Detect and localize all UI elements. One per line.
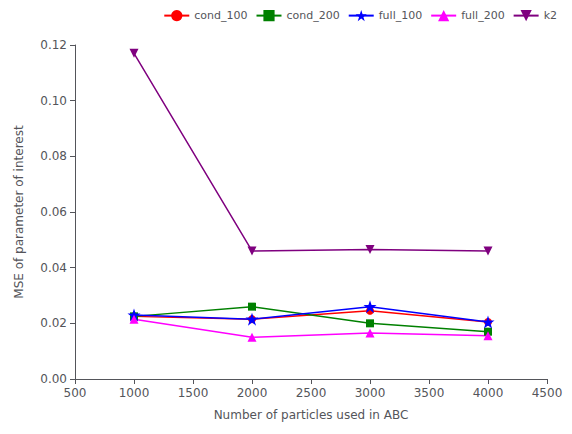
svg-text:1500: 1500 xyxy=(178,386,209,400)
svg-text:0.08: 0.08 xyxy=(40,149,67,163)
svg-text:0.02: 0.02 xyxy=(40,316,67,330)
svg-text:k2: k2 xyxy=(544,9,557,22)
svg-text:2000: 2000 xyxy=(237,386,268,400)
svg-text:2500: 2500 xyxy=(296,386,327,400)
svg-text:500: 500 xyxy=(64,386,87,400)
svg-text:MSE of parameter of interest: MSE of parameter of interest xyxy=(12,125,26,299)
svg-text:4500: 4500 xyxy=(532,386,563,400)
svg-text:1000: 1000 xyxy=(119,386,150,400)
svg-text:3000: 3000 xyxy=(355,386,386,400)
svg-text:0.00: 0.00 xyxy=(40,372,67,386)
svg-text:0.10: 0.10 xyxy=(40,94,67,108)
svg-text:0.06: 0.06 xyxy=(40,205,67,219)
svg-text:full_200: full_200 xyxy=(461,9,504,22)
svg-text:0.04: 0.04 xyxy=(40,261,67,275)
svg-text:cond_200: cond_200 xyxy=(286,9,339,22)
svg-text:full_100: full_100 xyxy=(379,9,422,22)
svg-text:0.12: 0.12 xyxy=(40,38,67,52)
svg-text:cond_100: cond_100 xyxy=(194,9,247,22)
svg-text:3500: 3500 xyxy=(414,386,445,400)
svg-text:4000: 4000 xyxy=(473,386,504,400)
svg-text:Number of particles used in AB: Number of particles used in ABC xyxy=(214,408,409,422)
